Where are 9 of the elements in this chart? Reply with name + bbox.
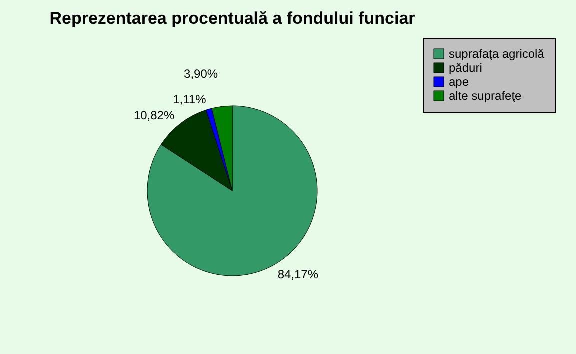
- data-label: 10,82%: [134, 108, 175, 123]
- data-label: 1,11%: [173, 92, 207, 107]
- legend-label: alte suprafeţe: [449, 89, 522, 103]
- legend-label: păduri: [449, 61, 482, 75]
- data-label: 3,90%: [184, 66, 218, 81]
- legend-label: ape: [449, 75, 470, 89]
- data-label: 84,17%: [278, 267, 319, 282]
- legend-label: suprafaţa agricolă: [449, 47, 545, 61]
- chart-title: Reprezentarea procentuală a fondului funciar: [50, 9, 416, 28]
